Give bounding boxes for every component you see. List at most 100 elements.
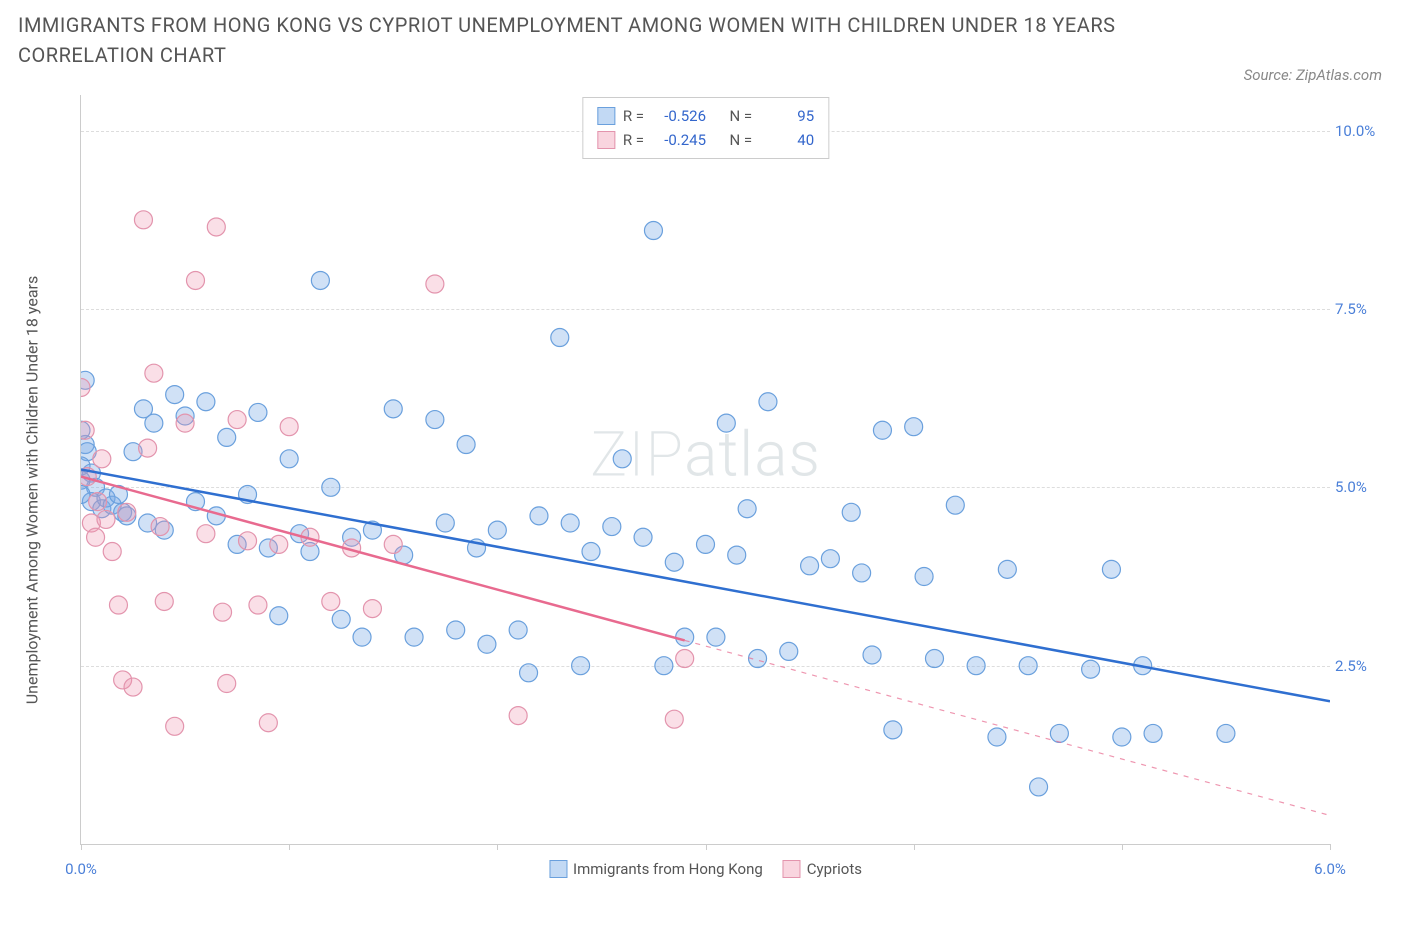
data-point xyxy=(405,628,423,646)
x-tick-mark xyxy=(914,844,915,850)
data-point xyxy=(197,525,215,543)
data-point xyxy=(707,628,725,646)
data-point xyxy=(530,507,548,525)
data-point xyxy=(97,510,115,528)
n-value: 40 xyxy=(760,128,814,152)
data-point xyxy=(353,628,371,646)
data-point xyxy=(884,721,902,739)
data-point xyxy=(613,450,631,468)
legend-label: Cypriots xyxy=(807,860,862,878)
data-point xyxy=(384,400,402,418)
n-value: 95 xyxy=(760,104,814,128)
data-point xyxy=(270,607,288,625)
data-point xyxy=(186,271,204,289)
legend-row: R =-0.526 N =95 xyxy=(597,104,814,128)
data-point xyxy=(925,650,943,668)
data-point xyxy=(1144,724,1162,742)
data-point xyxy=(166,386,184,404)
data-point xyxy=(509,621,527,639)
y-axis-label: Unemployment Among Women with Children U… xyxy=(23,276,42,704)
data-point xyxy=(1019,657,1037,675)
data-point xyxy=(603,518,621,536)
data-point xyxy=(655,657,673,675)
data-point xyxy=(145,364,163,382)
data-point xyxy=(218,428,236,446)
legend-swatch xyxy=(783,860,801,878)
data-point xyxy=(426,275,444,293)
data-point xyxy=(145,414,163,432)
r-value: -0.245 xyxy=(652,128,706,152)
data-point xyxy=(697,535,715,553)
data-point xyxy=(665,553,683,571)
data-point xyxy=(551,329,569,347)
data-point xyxy=(780,642,798,660)
legend-row: R =-0.245 N =40 xyxy=(597,128,814,152)
data-point xyxy=(905,418,923,436)
data-point xyxy=(259,714,277,732)
data-point xyxy=(176,414,194,432)
data-point xyxy=(118,503,136,521)
data-point xyxy=(728,546,746,564)
data-point xyxy=(759,393,777,411)
data-point xyxy=(863,646,881,664)
data-point xyxy=(426,411,444,429)
data-point xyxy=(738,500,756,518)
x-tick-label: 0.0% xyxy=(65,860,97,878)
data-point xyxy=(1082,660,1100,678)
data-point xyxy=(151,518,169,536)
data-point xyxy=(436,514,454,532)
data-point xyxy=(676,650,694,668)
data-point xyxy=(124,678,142,696)
legend-swatch xyxy=(597,107,615,125)
data-point xyxy=(488,521,506,539)
data-point xyxy=(447,621,465,639)
data-point xyxy=(270,535,288,553)
data-point xyxy=(280,418,298,436)
data-point xyxy=(311,271,329,289)
data-point xyxy=(582,543,600,561)
data-point xyxy=(322,478,340,496)
r-value: -0.526 xyxy=(652,104,706,128)
x-tick-mark xyxy=(1122,844,1123,850)
data-point xyxy=(139,439,157,457)
data-point xyxy=(1102,560,1120,578)
data-point xyxy=(1217,724,1235,742)
data-point xyxy=(853,564,871,582)
data-point xyxy=(280,450,298,468)
data-point xyxy=(561,514,579,532)
data-point xyxy=(134,211,152,229)
data-point xyxy=(509,707,527,725)
data-point xyxy=(109,596,127,614)
data-point xyxy=(717,414,735,432)
data-point xyxy=(81,421,94,439)
data-point xyxy=(1113,728,1131,746)
data-point xyxy=(998,560,1016,578)
data-point xyxy=(572,657,590,675)
data-point xyxy=(520,664,538,682)
data-point xyxy=(218,675,236,693)
data-point xyxy=(665,710,683,728)
data-point xyxy=(676,628,694,646)
data-point xyxy=(249,596,267,614)
data-point xyxy=(967,657,985,675)
data-point xyxy=(87,528,105,546)
y-tick-label: 10.0% xyxy=(1335,122,1385,140)
y-tick-label: 7.5% xyxy=(1335,300,1385,318)
data-point xyxy=(801,557,819,575)
data-point xyxy=(644,222,662,240)
data-point xyxy=(228,411,246,429)
x-tick-mark xyxy=(81,844,82,850)
data-point xyxy=(634,528,652,546)
legend-item: Immigrants from Hong Kong xyxy=(549,860,763,878)
x-tick-label: 6.0% xyxy=(1314,860,1346,878)
chart-area: Unemployment Among Women with Children U… xyxy=(50,95,1390,885)
data-point xyxy=(89,493,107,511)
data-point xyxy=(915,568,933,586)
correlation-legend: R =-0.526 N =95R =-0.245 N =40 xyxy=(582,97,829,159)
data-point xyxy=(842,503,860,521)
regression-line xyxy=(81,470,1330,702)
legend-swatch xyxy=(597,131,615,149)
data-point xyxy=(93,450,111,468)
data-point xyxy=(384,535,402,553)
data-point xyxy=(207,218,225,236)
